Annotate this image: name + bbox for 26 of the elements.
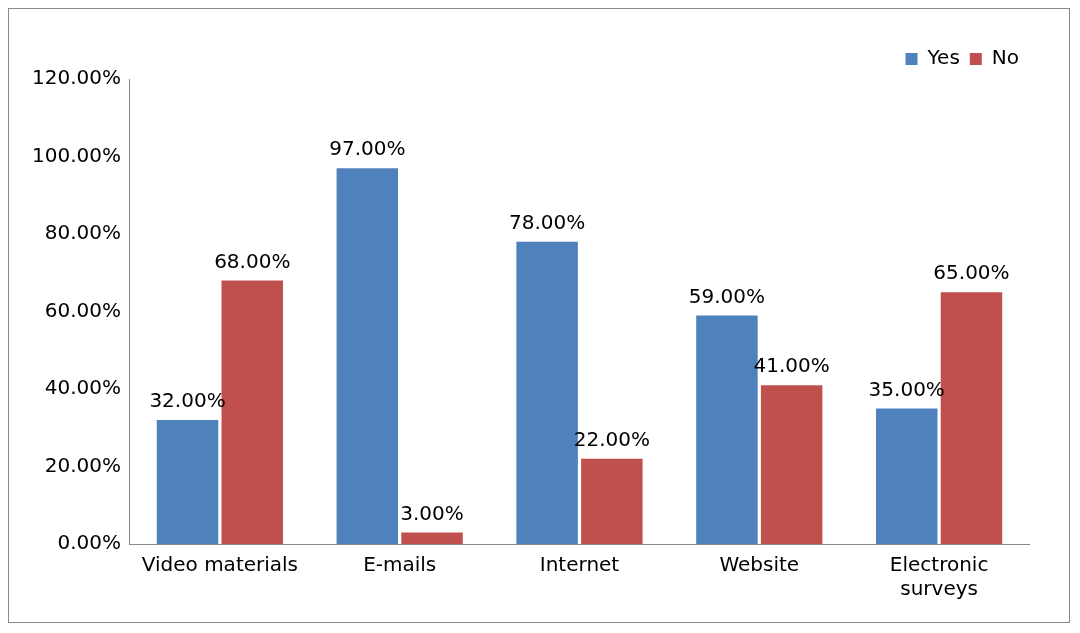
data-label: 65.00%: [933, 260, 1010, 285]
y-tick-label: 80.00%: [44, 220, 121, 245]
y-tick-label: 100.00%: [32, 142, 121, 167]
bar: [760, 385, 823, 544]
bar: [401, 532, 463, 544]
bar: [581, 458, 643, 544]
y-tick-label: 40.00%: [44, 375, 121, 400]
x-tick-label: Video materials: [141, 552, 299, 577]
bar: [336, 168, 399, 544]
bar: [156, 420, 219, 544]
y-tick-label: 120.00%: [32, 65, 121, 90]
data-label: 78.00%: [508, 209, 586, 234]
data-label: 97.00%: [329, 136, 406, 161]
x-tick-label: E-mails: [363, 552, 437, 577]
data-label: 59.00%: [688, 283, 766, 308]
y-tick-label: 20.00%: [44, 452, 121, 477]
legend-label: Yes: [926, 45, 960, 70]
y-tick-label: 60.00%: [44, 297, 121, 322]
x-tick-label: Electronic surveys: [889, 552, 989, 601]
x-tick-label: Internet: [539, 552, 620, 577]
data-label: 68.00%: [214, 248, 291, 273]
x-tick-label: Website: [719, 552, 800, 577]
legend-label: No: [991, 45, 1020, 70]
bar: [875, 408, 938, 544]
data-label: 3.00%: [400, 500, 464, 525]
y-tick-label: 0.00%: [57, 530, 121, 555]
